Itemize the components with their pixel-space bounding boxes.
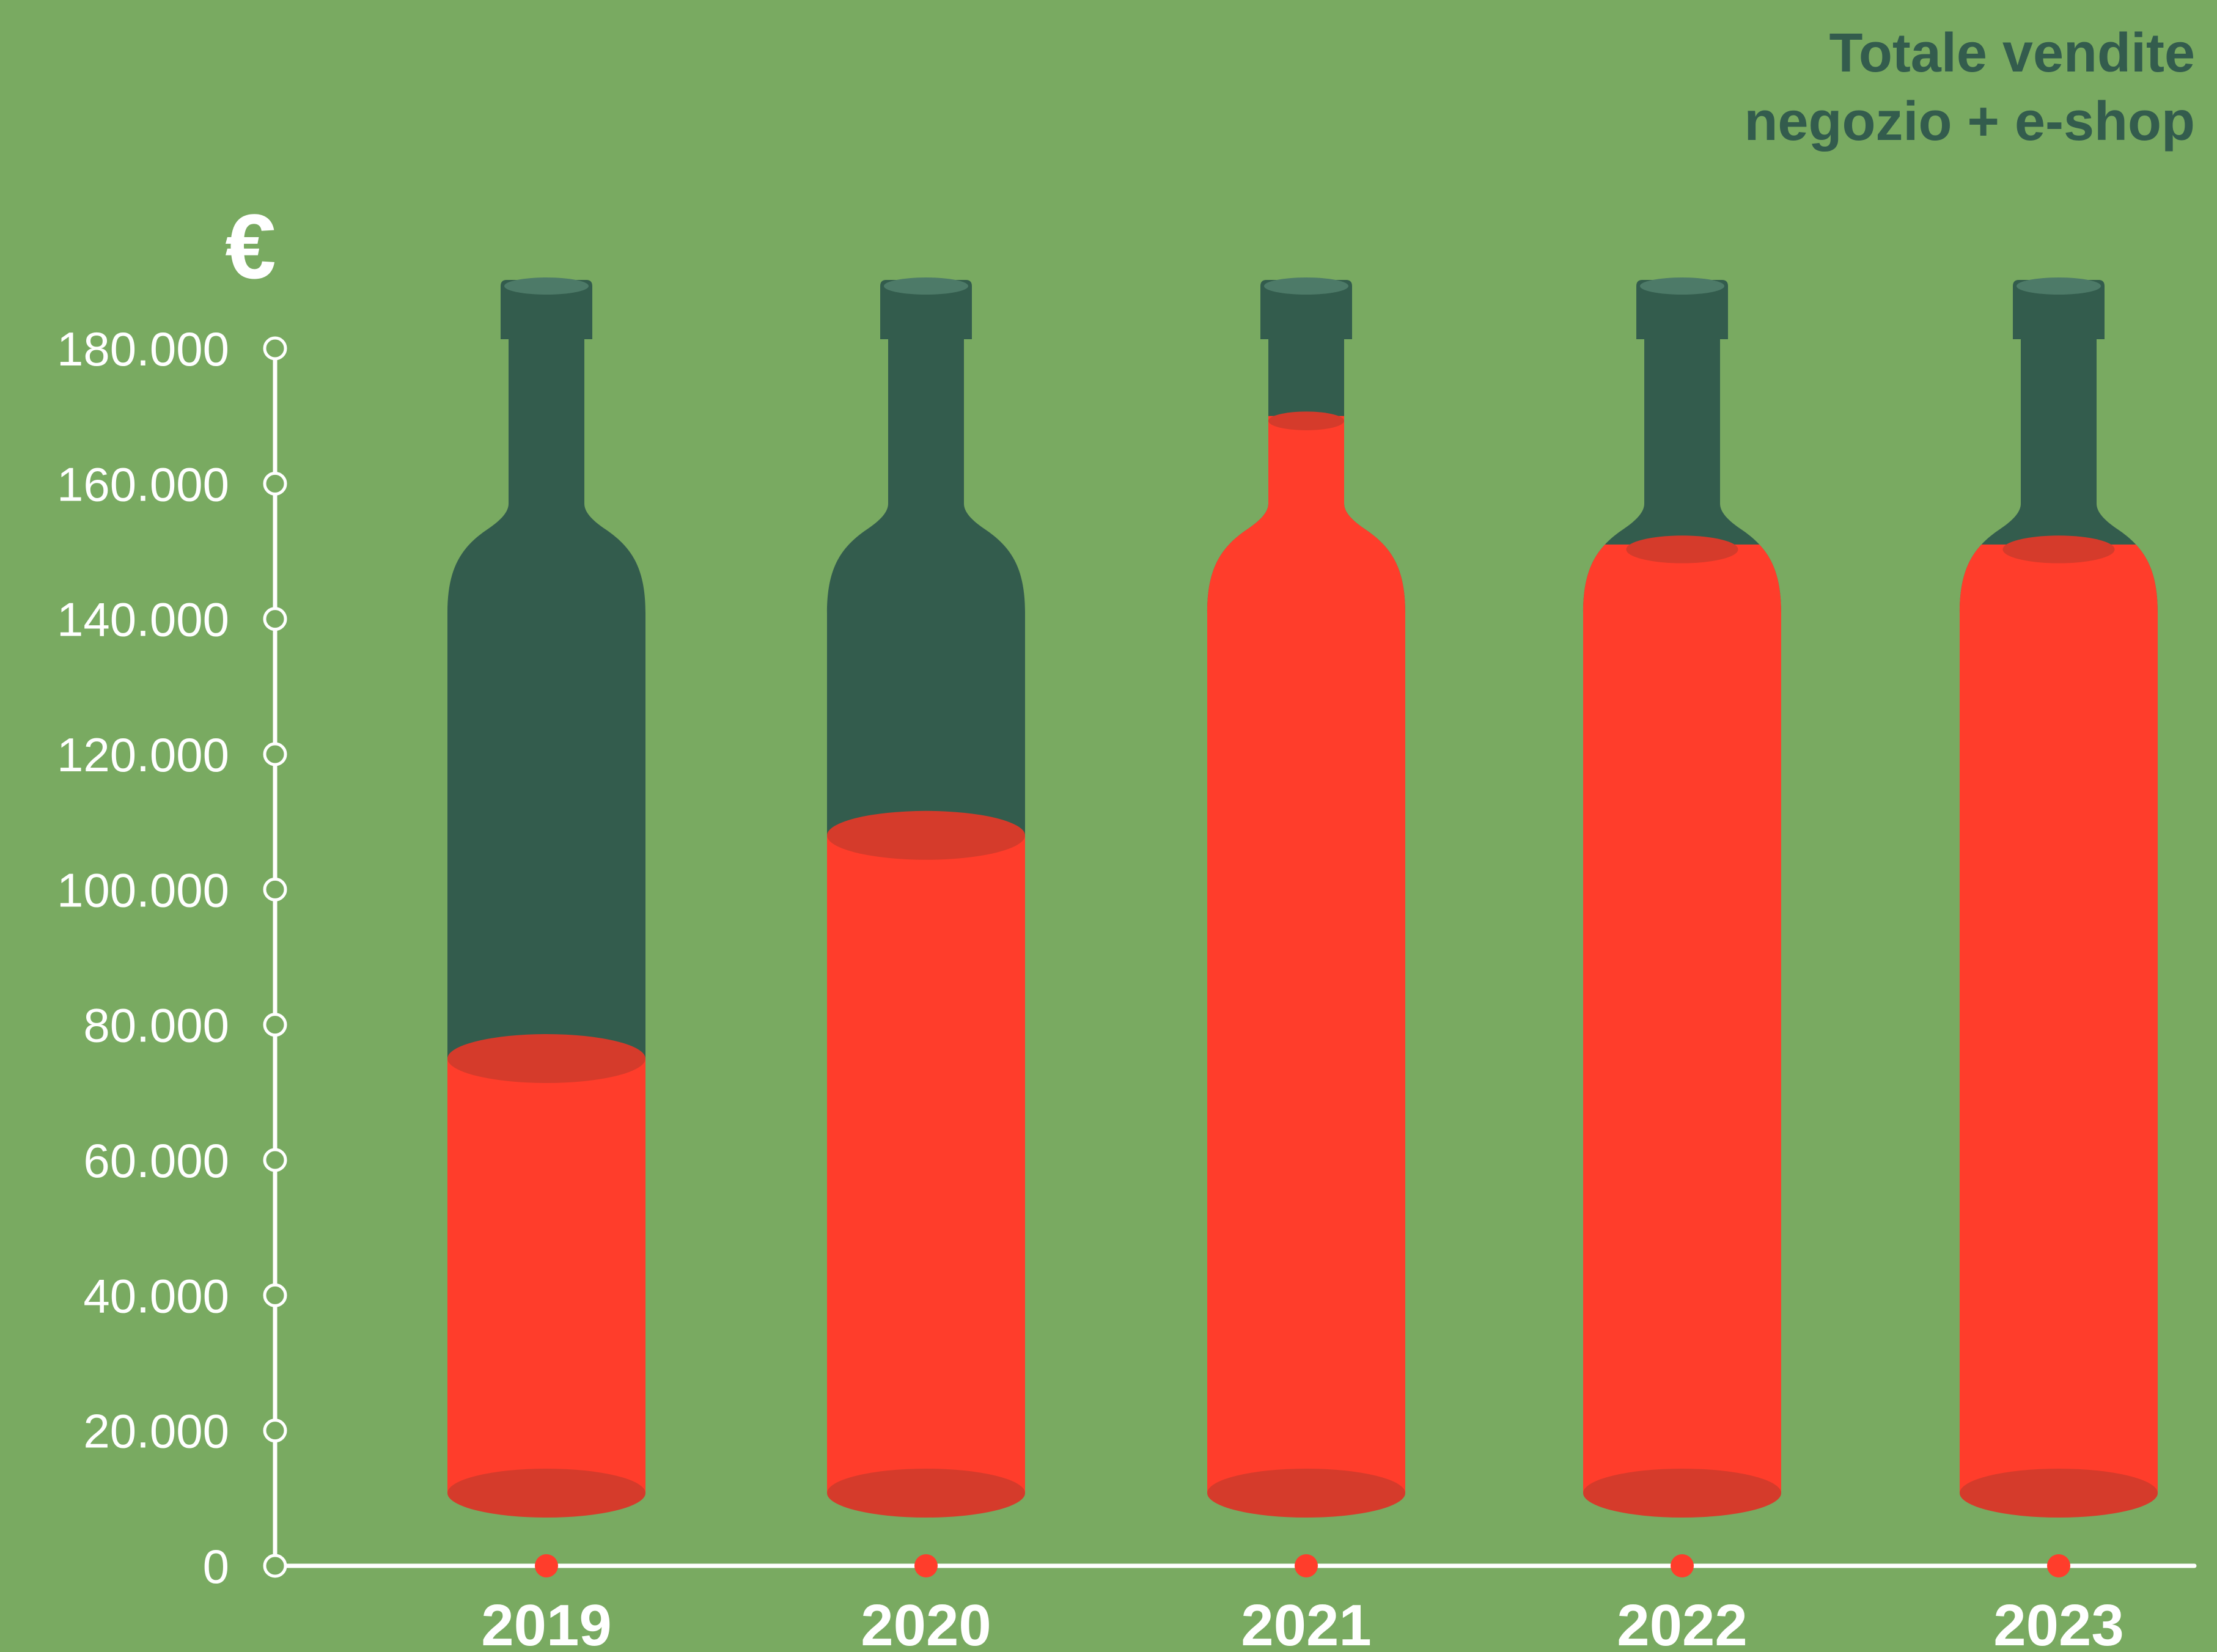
y-ticks-layer: 0 20.000 40.000 60.000 80.000 100.000 120.000 1…	[57, 322, 287, 1593]
bar-surface-2019	[447, 1034, 645, 1083]
y-tick-marker	[263, 471, 287, 496]
y-tick-label: 60.000	[83, 1134, 229, 1188]
y-tick-marker	[263, 877, 287, 901]
y-tick-marker	[263, 1013, 287, 1037]
y-tick-label: 120.000	[57, 728, 229, 782]
y-tick-marker	[263, 1554, 287, 1578]
bottle-cap	[1264, 277, 1348, 295]
y-tick-label: 140.000	[57, 593, 229, 647]
chart-title: Totale vendite	[1829, 23, 2195, 84]
x-tick-label: 2020	[861, 1593, 991, 1652]
x-tick-label: 2023	[1993, 1593, 2124, 1652]
y-tick-label: 100.000	[57, 863, 229, 917]
y-tick-marker	[263, 1419, 287, 1443]
y-tick-label: 80.000	[83, 999, 229, 1052]
axis-layer: €	[225, 195, 2197, 1568]
bar-base-2023	[1960, 1469, 2158, 1518]
bottle-2023: 2023: 151000	[1960, 277, 2158, 1518]
y-tick-marker	[263, 336, 287, 361]
bar-surface-2022	[1626, 535, 1738, 564]
y-tick-marker	[263, 1283, 287, 1307]
bottle-2022: 2022: 151000	[1583, 277, 1781, 1518]
bar-surface-2020	[827, 810, 1025, 860]
bottle-cap	[884, 277, 968, 295]
x-tick-label: 2022	[1617, 1593, 1748, 1652]
x-ticks-layer: 2019 2020 2021 2022 2023	[481, 1554, 2124, 1652]
x-tick-marker	[2047, 1554, 2070, 1577]
bar-2019: 2019: 75000	[447, 1059, 645, 1493]
x-tick-marker	[535, 1554, 558, 1577]
bar-base-2020	[827, 1469, 1025, 1518]
y-tick-label: 180.000	[57, 322, 229, 376]
bottle-2020: 2020: 108000	[827, 277, 1025, 1518]
y-tick-label: 0	[203, 1540, 229, 1593]
x-tick-marker	[1671, 1554, 1694, 1577]
bar-base-2019	[447, 1469, 645, 1518]
y-tick-label: 20.000	[83, 1404, 229, 1458]
y-tick-label: 160.000	[57, 457, 229, 511]
bar-surface-2023	[2002, 535, 2115, 564]
bar-surface-2021	[1268, 411, 1344, 430]
chart-subtitle: negozio + e-shop	[1744, 91, 2195, 152]
bottle-cap	[504, 277, 589, 295]
y-axis-unit-label: €	[225, 195, 276, 298]
y-tick-marker	[263, 607, 287, 631]
bar-2022: 2022: 151000	[1583, 544, 1781, 1493]
x-tick-label: 2021	[1241, 1593, 1372, 1652]
y-tick-marker	[263, 1148, 287, 1172]
bottle-2019: 2019: 75000	[447, 277, 645, 1518]
bar-base-2021	[1207, 1469, 1405, 1518]
x-tick-marker	[1295, 1554, 1318, 1577]
bottle-cap	[1640, 277, 1724, 295]
bar-2020: 2020: 108000	[827, 835, 1025, 1493]
bottle-cap	[2017, 277, 2101, 295]
x-tick-marker	[914, 1554, 938, 1577]
bottles-layer: 2019: 75000 2020: 108000 2021: 170000 2022:…	[447, 277, 2158, 1518]
bar-2023: 2023: 151000	[1960, 544, 2158, 1493]
bar-2021: 2021: 170000	[1207, 416, 1405, 1493]
y-tick-marker	[263, 742, 287, 766]
y-tick-label: 40.000	[83, 1269, 229, 1323]
bottle-2021: 2021: 170000	[1207, 277, 1405, 1518]
x-tick-label: 2019	[481, 1593, 612, 1652]
bar-base-2022	[1583, 1469, 1781, 1518]
